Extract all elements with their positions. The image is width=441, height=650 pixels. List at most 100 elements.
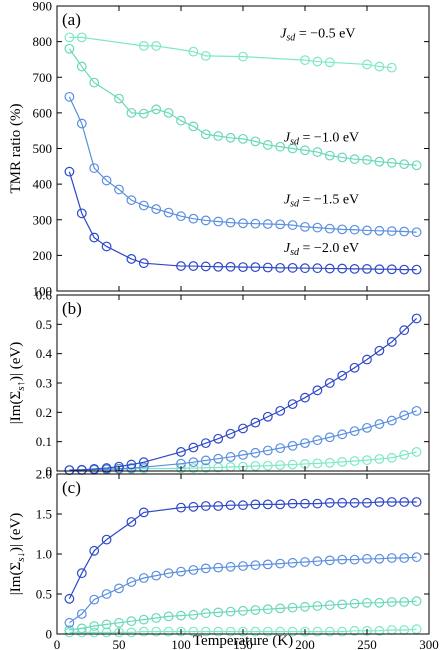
data-point [324,378,335,388]
data-point [89,163,100,173]
data-point [238,500,248,511]
data-point [89,621,100,631]
data-point [151,104,162,115]
series-3 [64,552,422,628]
data-point [262,262,273,273]
data-point [200,50,211,61]
data-point [188,121,199,132]
data-point [213,261,224,272]
data-point [225,217,236,228]
data-point [411,596,422,607]
panel-label: (a) [62,10,81,29]
data-point [101,589,112,599]
data-point [300,498,310,509]
y-tick-label: 0.4 [36,346,53,361]
data-point [275,141,286,152]
data-point [101,463,112,473]
data-point [411,405,422,416]
data-point [312,222,323,233]
x-tick-label: 100 [171,637,191,650]
data-point [188,565,199,575]
y-tick-label: 400 [33,177,53,192]
data-point [138,507,149,518]
data-point [188,261,199,271]
data-point [238,605,248,616]
data-point [200,501,211,511]
data-point [250,417,261,428]
data-point [138,200,149,211]
data-point [138,573,149,583]
x-tick-label: 300 [419,637,439,650]
data-point [337,370,348,381]
data-point [176,261,186,271]
plot-frame [56,294,430,472]
data-point [349,598,360,609]
data-point [349,426,360,437]
data-point [163,107,174,118]
data-point [126,616,137,627]
data-point [411,447,422,457]
data-point [114,617,124,628]
data-point [163,611,174,622]
data-point [275,219,286,230]
series-4 [64,166,422,275]
data-point [176,211,186,222]
data-point [374,345,385,356]
data-point [337,626,348,637]
series-line [68,171,417,271]
data-point [287,557,298,568]
data-point [64,617,75,628]
data-point [337,497,348,508]
data-point [287,459,298,470]
data-point [213,501,224,511]
data-point [64,32,75,43]
data-point [64,593,75,604]
data-point [349,497,360,508]
data-point [188,442,199,453]
data-point [275,405,286,416]
data-point [200,261,211,272]
data-point [188,609,199,620]
data-point [101,175,112,186]
data-point [138,626,149,637]
data-point [101,534,112,545]
data-point [250,499,261,510]
data-point [225,626,236,637]
data-point [126,459,137,470]
data-point [138,108,149,119]
data-point [411,160,422,171]
data-point [176,447,186,457]
data-point [64,627,75,638]
data-point [76,208,87,219]
data-point [362,455,372,466]
plot-frame [56,473,430,635]
series-line [68,96,417,233]
y-tick-label: 900 [33,0,53,14]
data-point [300,55,310,66]
data-point [324,223,335,234]
data-point [324,263,335,274]
data-point [386,553,397,563]
data-point [337,554,348,565]
y-tick-label: 2.0 [36,467,52,482]
data-point [238,626,248,637]
x-tick-label: 0 [54,637,61,650]
data-point [337,224,348,235]
y-tick-label: 1.0 [36,547,52,562]
data-point [312,435,323,446]
data-point [250,218,261,229]
data-point [411,264,422,275]
y-tick-label: 300 [33,212,53,227]
data-point [349,456,360,466]
data-point [349,264,360,274]
data-point [126,195,137,206]
data-point [300,392,310,403]
series-1 [64,32,397,73]
data-point [262,219,273,229]
x-tick-label: 250 [357,637,377,650]
data-point [349,362,360,373]
series-3 [64,313,422,476]
data-point [200,438,211,449]
data-point [176,566,186,577]
